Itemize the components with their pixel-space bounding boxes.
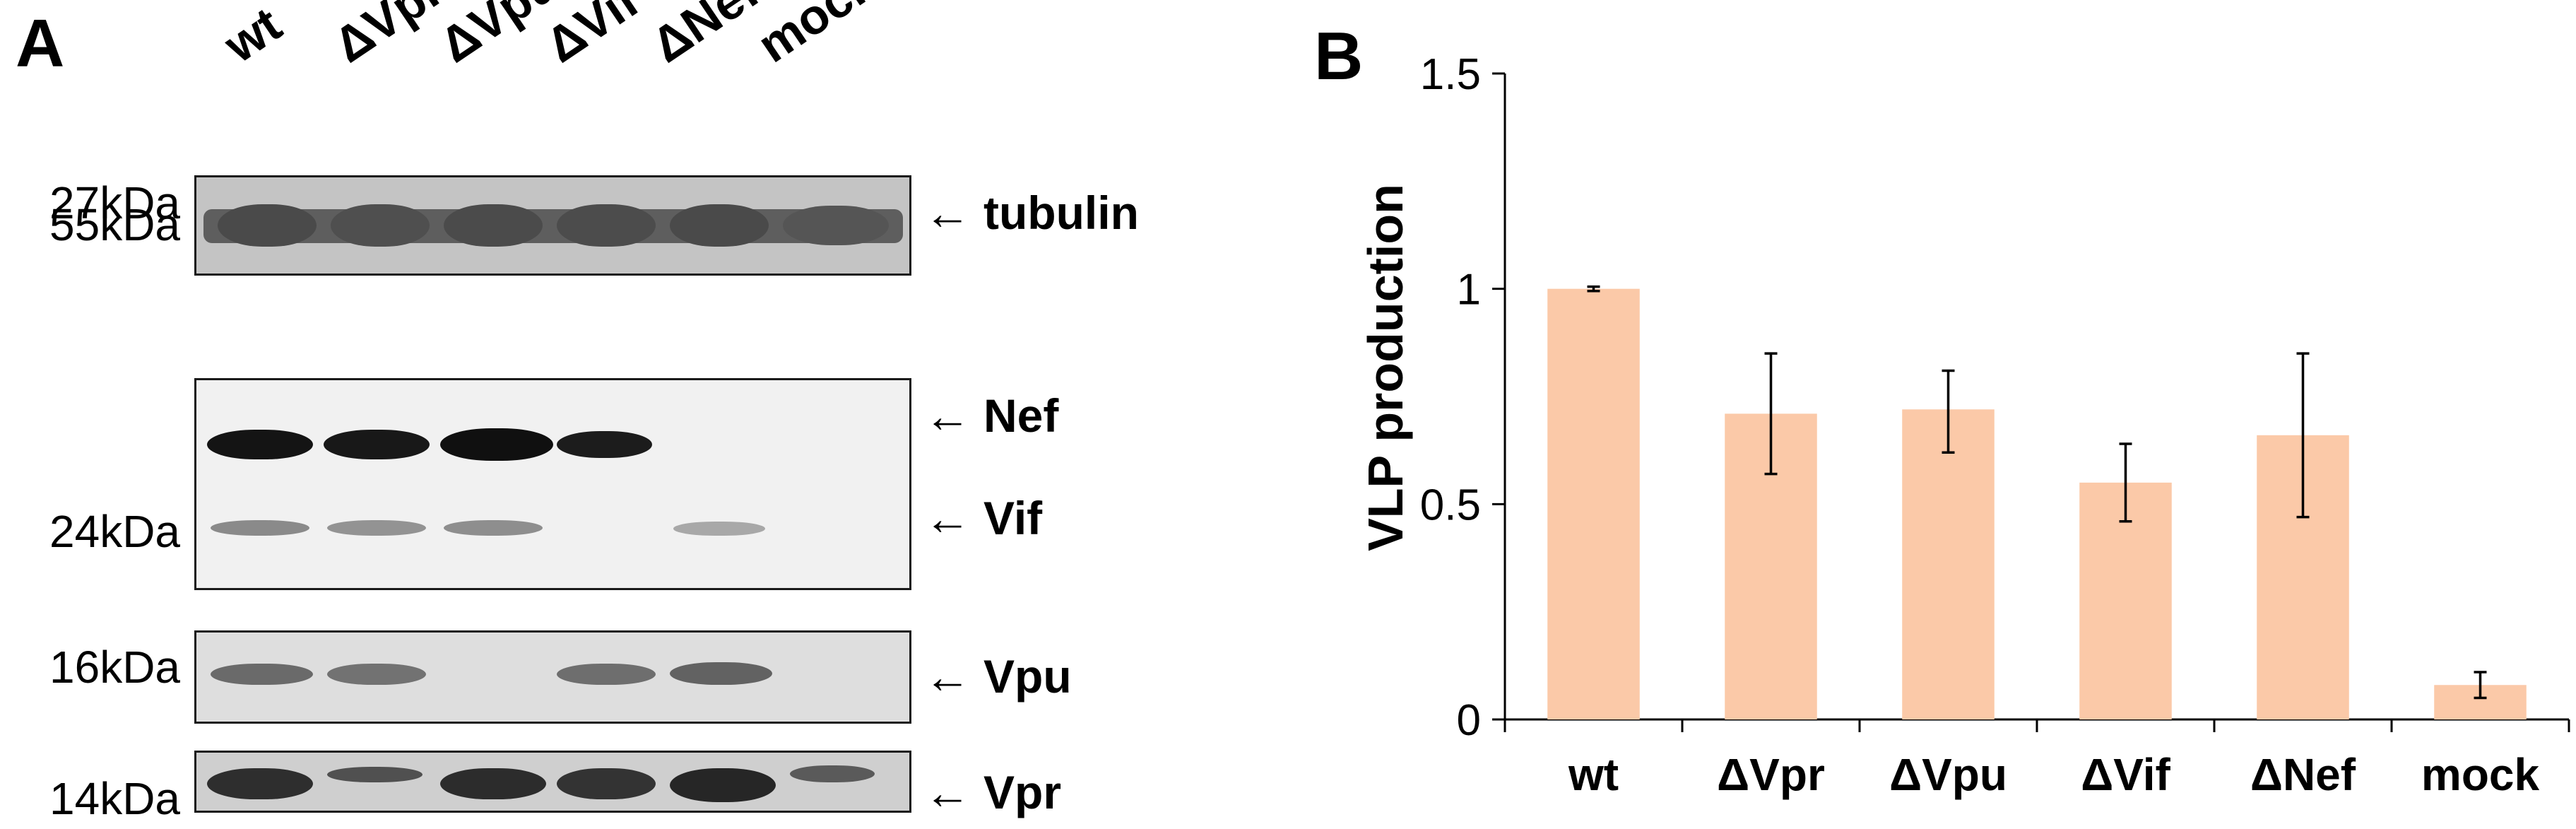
band-vpr-dnef [670,768,776,802]
blot-tubulin [194,175,911,276]
x-tick-label: wt [1568,749,1619,800]
marker-27kda: 27kDa [49,177,180,228]
band-vif-dvpr [327,520,426,536]
x-tick-label: ΔVpr [1717,749,1825,800]
band-tubulin-wt [218,204,317,247]
band-vif-dvpu [444,520,543,536]
panel-letter-b: B [1314,18,1363,94]
band-vpr-mock [790,765,875,782]
protein-label-vif: ← Vif [924,492,1043,544]
bar [1547,288,1640,720]
band-vpr-wt [207,768,313,799]
x-tick-label: mock [2421,749,2540,800]
band-nef-dvif [557,431,652,458]
band-vpr-dvif [557,768,656,799]
vlp-production-chart: B VLP production 0 0.5 1 1.5 wt ΔVpr ΔVpu ΔVif Δ… [1314,18,2570,800]
blot-vpu [194,630,911,724]
x-tick-label: ΔVif [2081,749,2170,800]
band-nef-dvpr [324,430,430,459]
band-vpr-dvpr [327,767,423,782]
panel-letter-a: A [16,6,65,81]
lane-label-wt: wt [214,0,291,74]
panel-b-bar-chart: B VLP production 0 0.5 1 1.5 wt ΔVpr ΔVpu ΔVif Δ… [1314,0,2576,825]
blot-nef-vif [194,378,911,590]
bar [1902,409,1995,719]
y-tick-label: 0.5 [1420,481,1481,529]
band-vpu-dvpr [327,664,426,685]
band-vpr-dvpu [440,768,546,799]
band-vpu-wt [211,664,313,685]
band-vif-dnef [673,522,765,536]
y-tick-label: 0 [1457,696,1481,745]
marker-55kda: 55kDa [49,199,180,250]
protein-label-vpr: ← Vpr [924,766,1062,818]
blot-vpr [194,751,911,813]
panel-a-western-blot: A wt ΔVpr ΔVpu ΔVif ΔNef mock 55kDa ← tub… [0,0,1272,825]
protein-label-vpu: ← Vpu [924,650,1072,702]
marker-14kda: 14kDa [49,773,180,824]
marker-16kda: 16kDa [49,642,180,693]
lane-label-dvif: ΔVif [536,0,649,74]
band-tubulin-dvif [557,204,656,247]
y-tick-label: 1.5 [1420,50,1481,99]
band-vpu-dvif [557,664,656,685]
band-nef-wt [207,430,313,459]
band-vif-wt [211,520,309,536]
lane-label-dvpr: ΔVpr [324,0,453,74]
x-tick-label: ΔNef [2250,749,2356,800]
band-nef-dvpu [440,428,553,461]
band-tubulin-dvpr [331,204,430,247]
protein-label-tubulin: ← tubulin [924,187,1139,239]
protein-label-nef: ← Nef [924,389,1059,442]
marker-24kda: 24kDa [49,506,180,557]
band-tubulin-mock [783,206,889,245]
band-tubulin-dvpu [444,204,543,247]
y-tick-label: 1 [1457,266,1481,314]
lane-label-dnef: ΔNef [642,0,769,74]
lane-label-mock: mock [748,0,886,74]
band-vpu-dnef [670,662,772,685]
band-tubulin-dnef [670,204,769,247]
x-tick-label: ΔVpu [1889,749,2007,800]
y-axis-label: VLP production [1358,184,1413,551]
